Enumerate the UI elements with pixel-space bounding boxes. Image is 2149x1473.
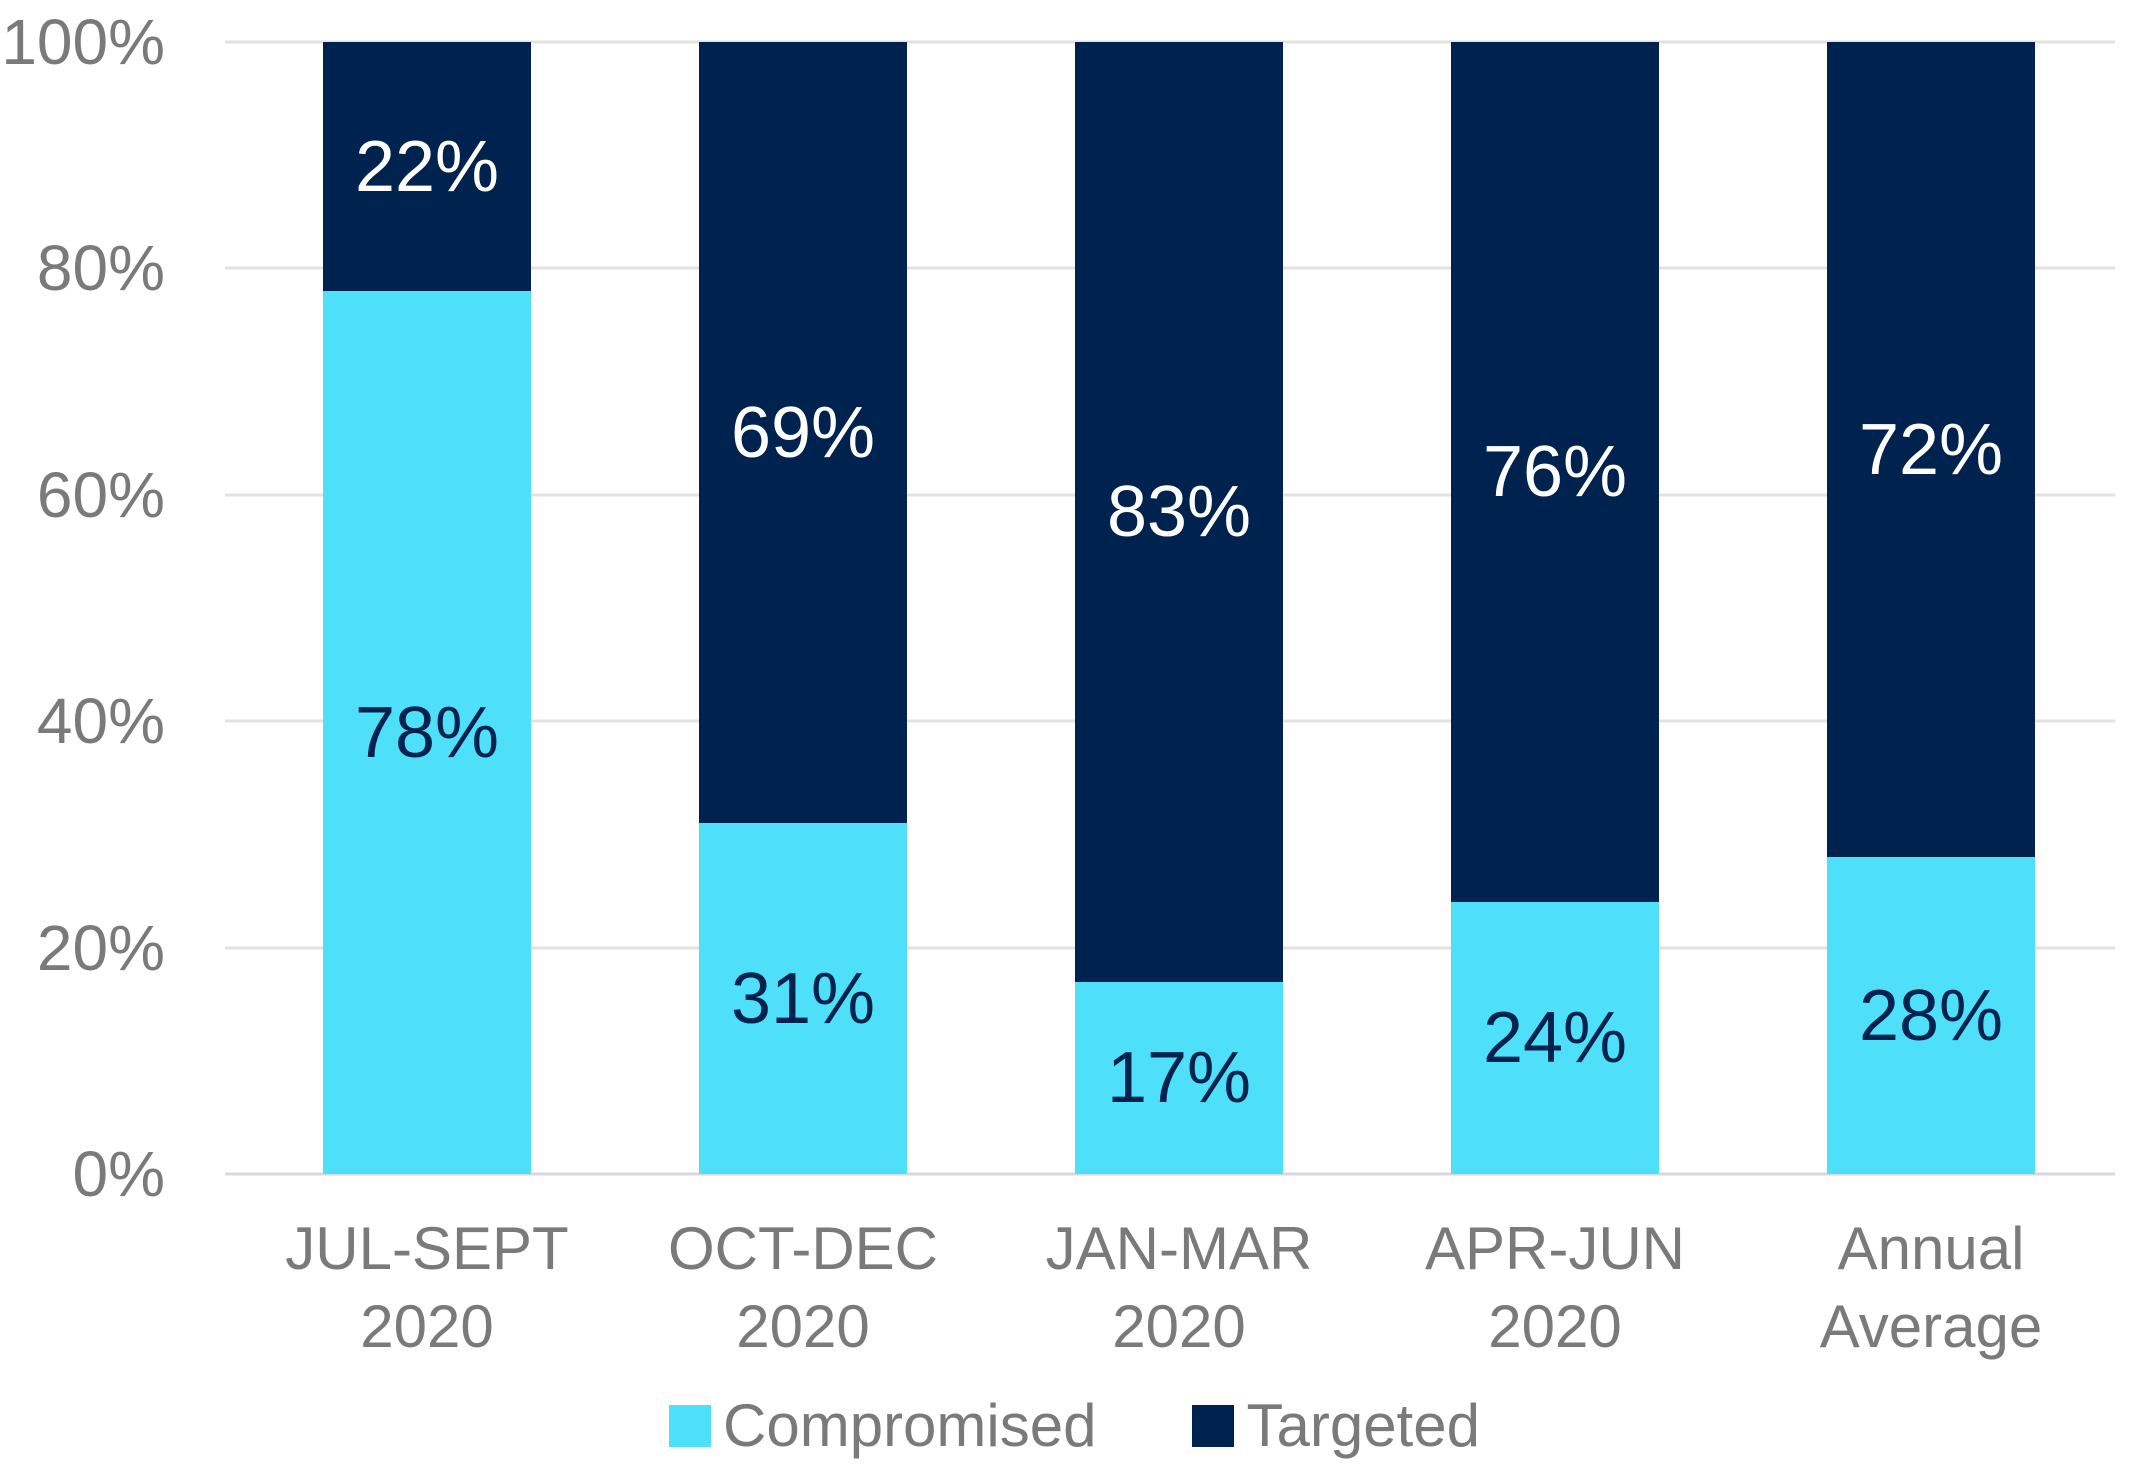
x-axis-label-line: 2020 bbox=[360, 1293, 494, 1360]
x-axis-label-line: 2020 bbox=[736, 1293, 870, 1360]
legend-swatch-targeted bbox=[1192, 1405, 1235, 1447]
x-axis-label-line: JUL-SEPT bbox=[285, 1215, 569, 1282]
x-axis-category-label: OCT-DEC 2020 bbox=[615, 1210, 991, 1366]
x-axis-line bbox=[225, 1172, 2115, 1176]
x-axis-label-line: OCT-DEC bbox=[668, 1215, 938, 1282]
bar-segment-compromised[interactable]: 78% bbox=[323, 291, 531, 1174]
data-label: 22% bbox=[354, 126, 500, 207]
x-axis-label-line: Average bbox=[1819, 1293, 2043, 1360]
bar-segment-targeted[interactable]: 83% bbox=[1075, 42, 1283, 982]
legend: Compromised Targeted bbox=[0, 1396, 2149, 1456]
bar-column: 72% 28% bbox=[1827, 42, 2035, 1174]
x-axis-label-line: Annual bbox=[1837, 1215, 2025, 1282]
bar-column: 69% 31% bbox=[699, 42, 907, 1174]
data-label: 24% bbox=[1482, 998, 1628, 1079]
data-label: 28% bbox=[1858, 975, 2004, 1056]
x-axis-category-label: APR-JUN 2020 bbox=[1367, 1210, 1743, 1366]
y-axis: 0% 20% 40% 60% 80% 100% bbox=[0, 10, 165, 1206]
data-label: 72% bbox=[1858, 409, 2004, 490]
bar-column: 22% 78% bbox=[323, 42, 531, 1174]
plot-area: 22% 78% 69% 31% 83% 17% 76% 24% 72% 28% bbox=[225, 40, 2115, 1176]
x-axis-label-line: APR-JUN bbox=[1424, 1215, 1685, 1282]
legend-swatch-compromised bbox=[669, 1405, 712, 1447]
y-axis-tick-label: 100% bbox=[1, 6, 165, 78]
bar-segment-targeted[interactable]: 76% bbox=[1451, 42, 1659, 903]
x-axis-label-line: 2020 bbox=[1488, 1293, 1622, 1360]
data-label: 78% bbox=[354, 692, 500, 773]
data-label: 83% bbox=[1106, 471, 1252, 552]
bar-segment-compromised[interactable]: 28% bbox=[1827, 857, 2035, 1174]
legend-item-targeted[interactable]: Targeted bbox=[1192, 1396, 1480, 1456]
bar-segment-compromised[interactable]: 31% bbox=[699, 823, 907, 1174]
bar-column: 76% 24% bbox=[1451, 42, 1659, 1174]
x-axis: JUL-SEPT 2020 OCT-DEC 2020 JAN-MAR 2020 APR-JU… bbox=[225, 1210, 2115, 1380]
bar-segment-targeted[interactable]: 72% bbox=[1827, 42, 2035, 858]
bar-segment-targeted[interactable]: 22% bbox=[323, 42, 531, 292]
y-axis-tick-label: 0% bbox=[72, 1138, 166, 1210]
legend-label: Targeted bbox=[1246, 1392, 1480, 1459]
x-axis-category-label: JAN-MAR 2020 bbox=[991, 1210, 1367, 1366]
x-axis-category-label: Annual Average bbox=[1743, 1210, 2119, 1366]
y-axis-tick-label: 60% bbox=[36, 458, 165, 531]
x-axis-label-line: JAN-MAR bbox=[1045, 1215, 1313, 1282]
data-label: 31% bbox=[730, 958, 876, 1039]
bar-segment-targeted[interactable]: 69% bbox=[699, 42, 907, 824]
data-label: 76% bbox=[1482, 432, 1628, 513]
y-axis-tick-label: 20% bbox=[36, 911, 165, 984]
bar-segment-compromised[interactable]: 24% bbox=[1451, 902, 1659, 1174]
legend-item-compromised[interactable]: Compromised bbox=[669, 1396, 1096, 1456]
data-label: 17% bbox=[1106, 1037, 1252, 1118]
bar-segment-compromised[interactable]: 17% bbox=[1075, 981, 1283, 1174]
x-axis-label-line: 2020 bbox=[1112, 1293, 1246, 1360]
y-axis-tick-label: 80% bbox=[36, 232, 165, 305]
y-axis-tick-label: 40% bbox=[36, 685, 165, 758]
bar-column: 83% 17% bbox=[1075, 42, 1283, 1174]
legend-label: Compromised bbox=[723, 1392, 1097, 1459]
data-label: 69% bbox=[730, 392, 876, 473]
x-axis-category-label: JUL-SEPT 2020 bbox=[239, 1210, 615, 1366]
